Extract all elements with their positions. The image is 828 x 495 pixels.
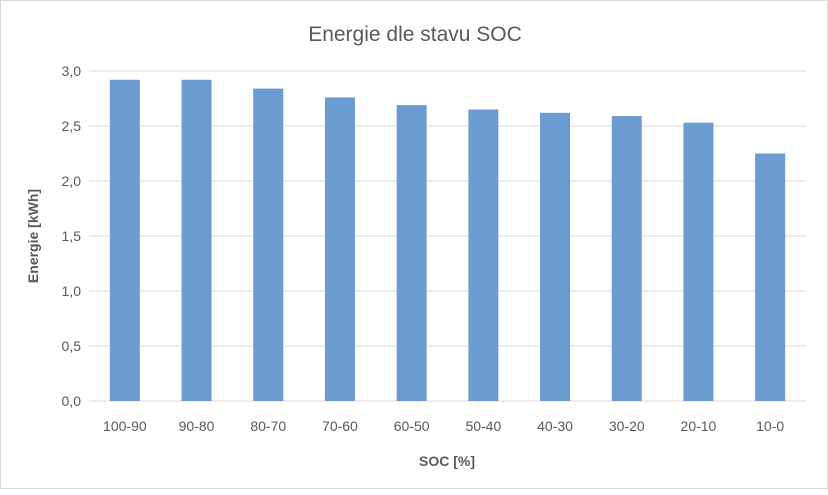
bar-30-20 [611,116,642,401]
bar-90-80 [181,79,212,402]
bar-60-50 [396,105,427,401]
y-tick-label: 2,0 [62,173,82,189]
x-tick-label: 30-20 [609,418,645,434]
x-tick-label: 100-90 [103,418,147,434]
x-tick-label: 70-60 [322,418,358,434]
bar-50-40 [468,109,499,401]
x-tick-label: 10-0 [756,418,784,434]
bar-80-70 [253,88,284,401]
y-axis-label: Energie [kWh] [25,189,41,283]
x-tick-label: 40-30 [537,418,573,434]
bar-70-60 [324,97,355,402]
y-tick-label: 0,0 [62,393,82,409]
y-tick-label: 2,5 [62,118,82,134]
bar-20-10 [683,122,714,401]
x-tick-label: 60-50 [394,418,430,434]
x-tick-label: 80-70 [250,418,286,434]
x-axis-label: SOC [%] [419,453,475,469]
y-tick-label: 0,5 [62,338,82,354]
x-tick-label: 90-80 [179,418,215,434]
y-tick-label: 1,0 [62,283,82,299]
x-tick-label: 20-10 [681,418,717,434]
y-tick-label: 3,0 [62,63,82,79]
chart-title: Energie dle stavu SOC [308,23,522,46]
y-tick-label: 1,5 [62,228,82,244]
bar-40-30 [540,112,571,402]
bar-100-90 [109,79,140,402]
x-tick-label: 50-40 [465,418,501,434]
bar-10-0 [755,153,786,401]
